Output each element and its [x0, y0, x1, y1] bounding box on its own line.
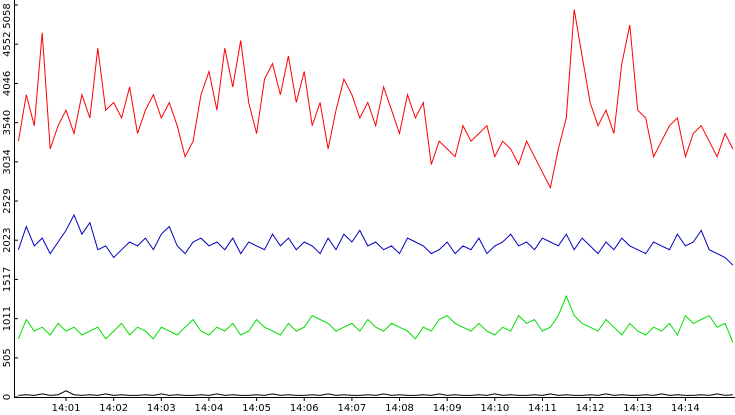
x-tick-label: 14:10: [480, 403, 509, 414]
y-tick-label: 4552: [2, 31, 13, 56]
x-tick-label: 14:02: [99, 403, 128, 414]
x-tick-label: 14:06: [290, 403, 319, 414]
x-tick-label: 14:09: [433, 403, 462, 414]
series-line: [17, 9, 734, 190]
x-tick-label: 14:03: [147, 403, 176, 414]
x-tick-label: 14:08: [385, 403, 414, 414]
y-tick-label: 3540: [2, 110, 13, 135]
x-tick-label: 14:12: [576, 403, 605, 414]
series-line: [17, 294, 734, 343]
x-tick-label: 14:11: [528, 403, 557, 414]
x-tick-label: 14:07: [337, 403, 366, 414]
y-tick-label: 2529: [2, 188, 13, 213]
y-tick-label: 3034: [2, 149, 13, 174]
x-tick-label: 14:05: [242, 403, 271, 414]
y-tick-label: 0: [2, 394, 13, 400]
x-tick-label: 14:04: [195, 403, 224, 414]
x-tick-label: 14:01: [52, 403, 81, 414]
y-tick-label: 2023: [2, 227, 13, 252]
y-tick-label: 1011: [2, 306, 13, 331]
y-tick-label: 505: [2, 348, 13, 367]
y-tick-label: 4046: [2, 71, 13, 96]
series-line: [18, 390, 734, 396]
x-tick-label: 14:14: [671, 403, 700, 414]
x-tick-label: 14:13: [623, 403, 652, 414]
y-tick-label: 5058: [2, 3, 13, 28]
y-tick-label: 1517: [2, 267, 13, 292]
series-line: [17, 213, 734, 266]
